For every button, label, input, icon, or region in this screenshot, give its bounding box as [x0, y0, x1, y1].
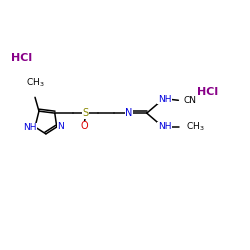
Text: CH$_3$: CH$_3$ [26, 77, 44, 90]
Text: CH$_3$: CH$_3$ [186, 121, 205, 133]
Text: HCl: HCl [197, 87, 218, 97]
Text: NH: NH [158, 122, 171, 132]
Text: NH: NH [23, 124, 37, 132]
Text: N: N [57, 122, 64, 132]
Text: N: N [125, 108, 133, 118]
Text: NH: NH [158, 95, 171, 104]
Text: CN: CN [183, 96, 196, 105]
Text: S: S [82, 108, 88, 118]
Text: HCl: HCl [11, 53, 32, 63]
Text: O: O [81, 121, 88, 131]
